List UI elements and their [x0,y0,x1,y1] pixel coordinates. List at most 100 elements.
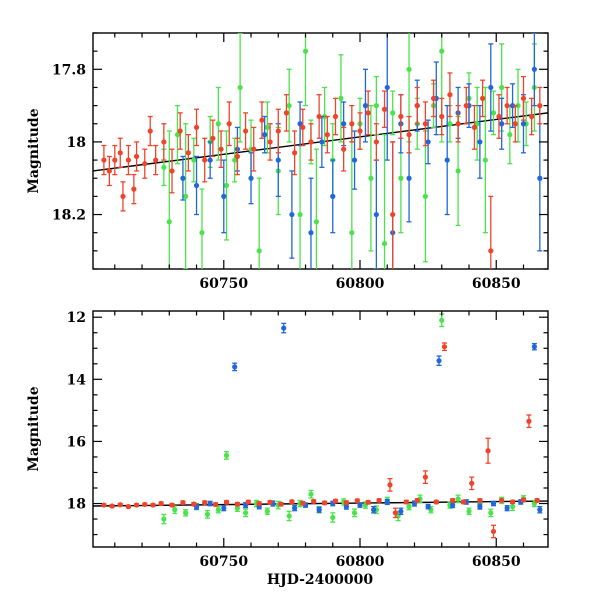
bottom-point-red [433,499,439,505]
bottom-data-marks [93,313,548,539]
bottom-point-blue [384,498,390,506]
top-point-red [161,123,167,161]
top-point-green [523,101,529,147]
bottom-point-red [387,478,393,492]
top-point-red [439,97,445,136]
bottom-point-green [297,499,303,508]
top-point-green [256,177,262,269]
top-point-green [297,123,303,269]
top-point-blue [531,33,537,107]
top-point-blue [262,115,268,154]
top-point-blue [308,177,314,269]
bottom-series-blue [193,322,543,516]
top-point-green [215,86,221,161]
bottom-point-red [117,502,123,508]
top-point-red [480,79,486,118]
bottom-ytick-label: 16 [67,434,86,450]
top-point-red [106,155,112,187]
top-point-blue [488,43,494,132]
top-ytick-label: 18 [67,135,86,151]
top-ytick-label: 17.8 [52,62,86,78]
top-point-red [496,94,502,139]
bottom-plot-frame [92,310,549,548]
bottom-point-red [526,414,532,429]
top-point-red [153,144,159,176]
top-point-green [422,130,428,263]
top-point-green [349,141,355,269]
bottom-point-red [191,501,197,507]
top-point-red [133,141,140,172]
bottom-ytick-label: 14 [67,372,87,388]
top-point-red [463,86,469,125]
top-point-red [185,134,191,172]
bottom-point-red [354,498,360,504]
bottom-point-green [330,512,336,523]
top-point-red [202,137,208,183]
top-point-red [471,104,478,150]
top-point-green [515,68,521,143]
top-point-blue [373,159,379,269]
bottom-point-green [242,508,249,518]
bottom-point-red [490,524,497,539]
top-point-red [324,115,330,154]
bottom-point-green [286,510,292,522]
top-point-blue [207,141,213,179]
top-point-red [169,148,175,194]
top-point-red [430,79,437,118]
bottom-point-red [365,499,371,505]
bottom-point-red [245,499,251,505]
top-point-red [242,112,249,150]
bottom-point-green [161,513,167,525]
top-ytick-label: 18.2 [52,208,86,224]
bottom-point-green [223,451,230,460]
top-point-red [373,123,379,161]
top-point-red [234,137,241,176]
bottom-point-green [488,508,494,518]
bottom-point-red [158,500,164,507]
top-point-red [117,137,123,168]
top-point-green [183,123,189,269]
bottom-point-red [311,498,317,504]
top-point-blue [537,104,543,252]
top-point-green [302,33,309,107]
top-point-red [316,94,322,139]
top-point-red [504,86,510,125]
bottom-point-green [308,489,314,499]
top-point-blue [499,97,505,150]
bottom-point-red [414,497,420,504]
bottom-point-red [392,507,399,519]
bottom-point-green [204,510,211,519]
bottom-point-blue [477,503,483,510]
top-point-red [455,104,461,143]
top-point-blue [384,33,390,161]
bottom-point-red [278,501,284,507]
bottom-point-blue [537,505,543,514]
top-point-red [365,90,371,136]
top-point-red [341,126,347,172]
top-ticks: 60750 60800 60850 17.8 18 18.2 [52,32,548,292]
bottom-point-red [125,504,132,510]
bottom-point-blue [207,500,213,507]
top-point-red [381,90,388,129]
bottom-point-red [509,499,516,505]
bottom-point-blue [232,362,238,372]
top-point-red [147,115,153,147]
top-point-red [414,86,420,125]
top-point-blue [193,155,200,216]
top-point-red [275,108,281,154]
bottom-point-blue [450,501,456,509]
bottom-point-red [499,497,505,504]
top-point-green [232,137,238,183]
bottom-point-green [406,502,412,511]
bottom-point-blue [425,503,431,510]
top-xtick-label: 60750 [199,276,248,292]
bottom-point-red [321,500,328,506]
top-point-blue [297,101,303,147]
top-point-red [101,144,107,176]
bottom-point-blue [398,507,404,516]
top-point-red [488,195,494,269]
top-point-green [490,90,497,136]
bottom-ticks: 60750 60800 60850 12 14 16 18 [67,310,548,570]
top-point-red [529,97,535,136]
top-data-marks [93,33,548,269]
